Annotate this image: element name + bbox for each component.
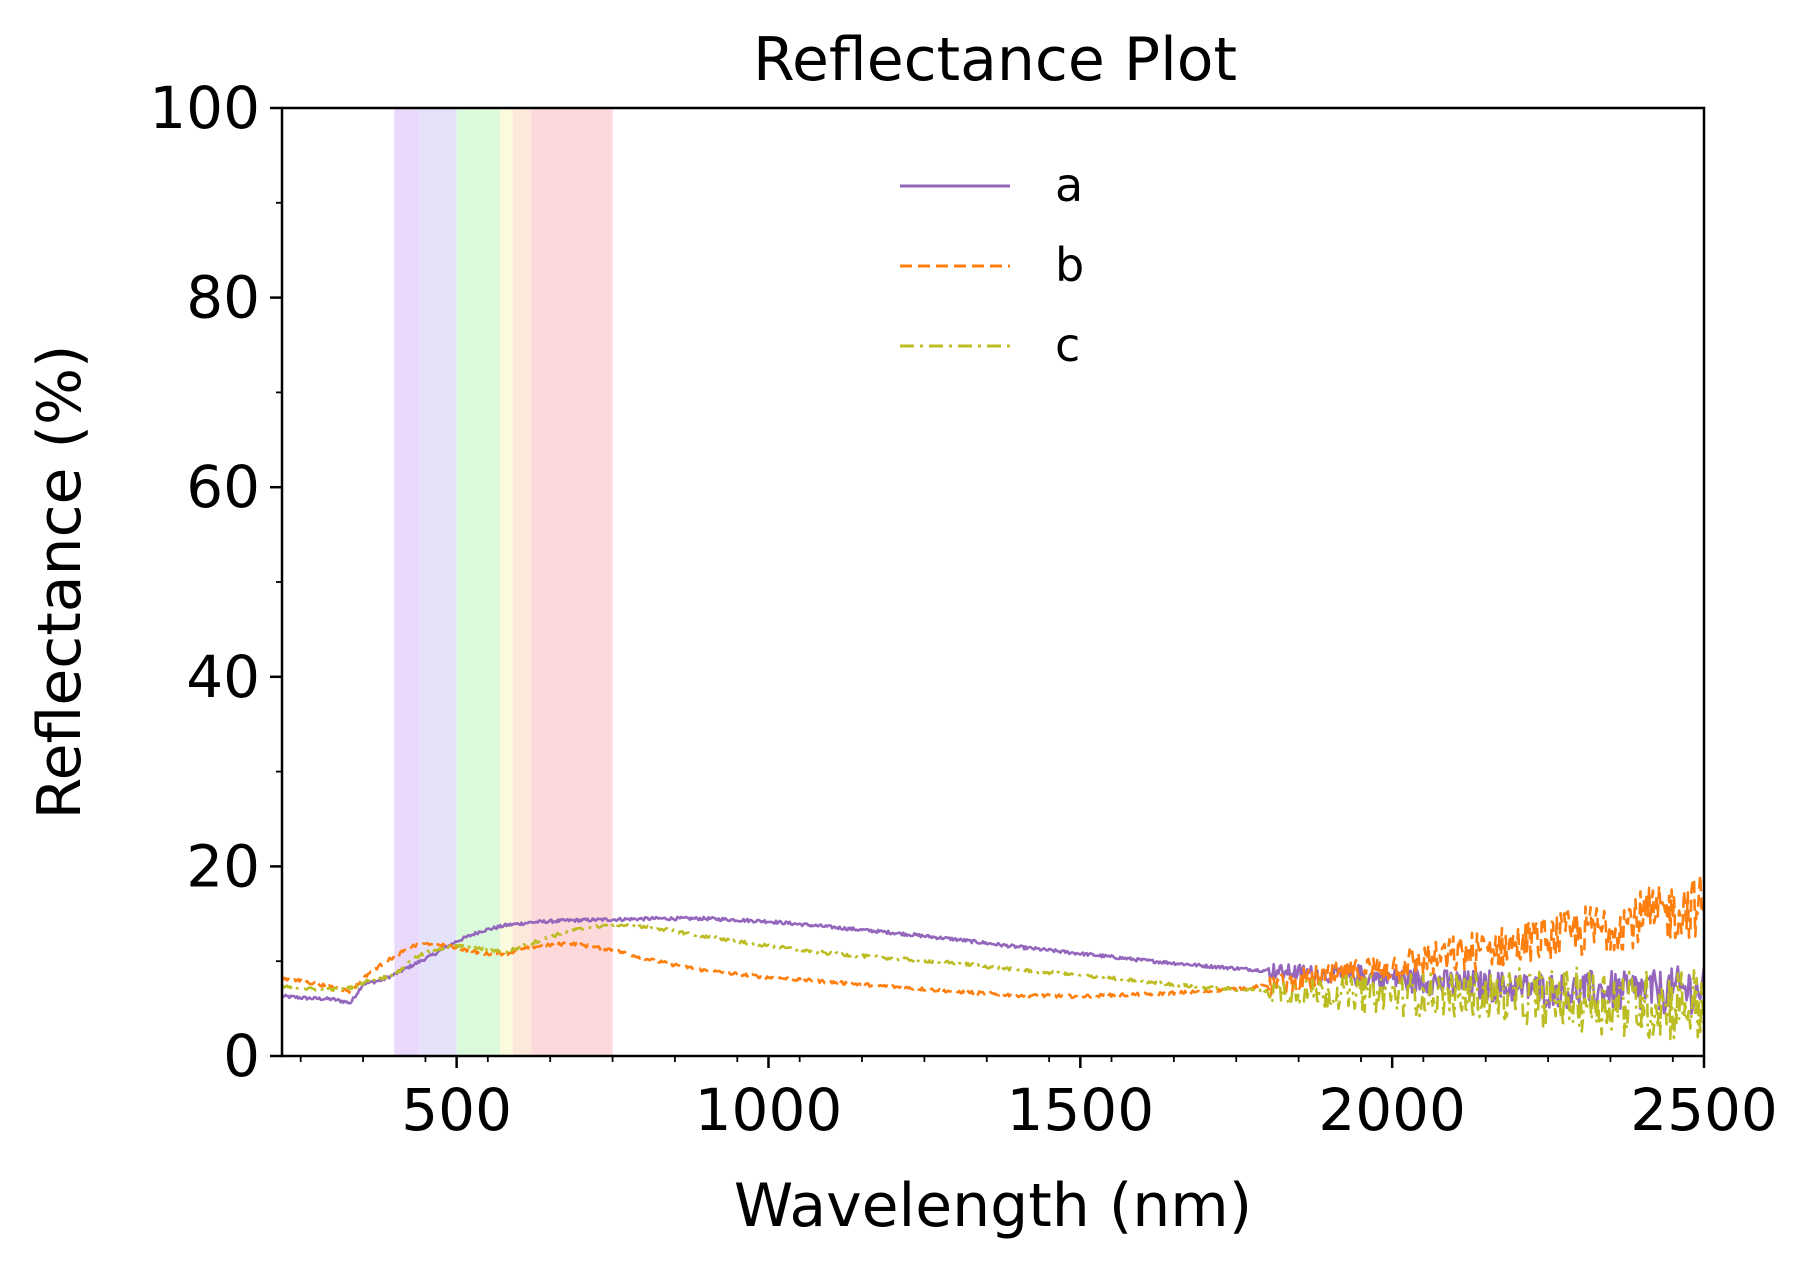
spectrum-band-5 xyxy=(531,108,613,1056)
spectrum-band-4 xyxy=(512,108,532,1056)
series-line-c xyxy=(282,921,1704,1041)
y-axis-label: Reflectance (%) xyxy=(25,345,95,820)
spectrum-band-1 xyxy=(419,108,457,1056)
x-axis-label: Wavelength (nm) xyxy=(734,1171,1252,1241)
x-tick-label-2500: 2500 xyxy=(1630,1076,1778,1144)
y-tick-label-80: 80 xyxy=(186,264,260,332)
series-line-b xyxy=(282,873,1704,1000)
legend-label-c: c xyxy=(1055,318,1080,372)
spectrum-band-0 xyxy=(394,108,420,1056)
axis-ticks: 500 1000 1500 2000 2500 0 20 40 60 80 100 xyxy=(149,74,1778,1144)
legend-label-b: b xyxy=(1055,238,1084,292)
legend: abc xyxy=(900,158,1084,372)
legend-label-a: a xyxy=(1055,158,1083,212)
spectrum-band-2 xyxy=(456,108,501,1056)
chart-title: Reflectance Plot xyxy=(753,25,1237,95)
x-tick-label-500: 500 xyxy=(401,1076,512,1144)
y-tick-label-20: 20 xyxy=(186,832,260,900)
y-tick-label-40: 40 xyxy=(186,643,260,711)
x-tick-label-2000: 2000 xyxy=(1318,1076,1466,1144)
x-tick-label-1000: 1000 xyxy=(695,1076,843,1144)
spectrum-band-3 xyxy=(500,108,513,1056)
y-tick-label-100: 100 xyxy=(149,74,260,142)
y-tick-label-0: 0 xyxy=(223,1022,260,1090)
visible-spectrum-bands xyxy=(394,108,613,1056)
x-tick-label-1500: 1500 xyxy=(1007,1076,1155,1144)
series-lines xyxy=(282,873,1704,1041)
y-tick-label-60: 60 xyxy=(186,453,260,521)
